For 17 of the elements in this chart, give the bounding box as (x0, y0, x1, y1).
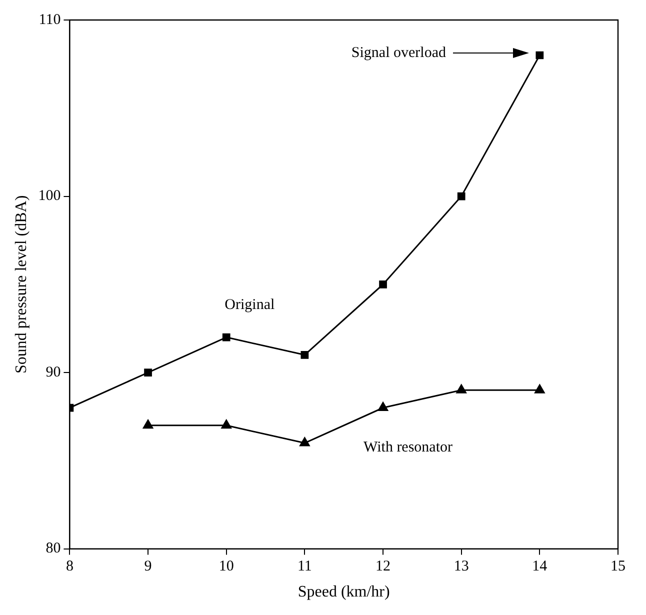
x-tick-label: 9 (144, 558, 152, 575)
x-tick-label: 13 (454, 558, 469, 575)
x-tick-label: 14 (532, 558, 548, 575)
y-tick-label: 100 (38, 188, 61, 204)
y-tick-label: 110 (38, 12, 61, 28)
x-axis-title: Speed (km/hr) (298, 584, 390, 601)
series-label: With resonator (364, 440, 452, 456)
y-tick-label: 90 (46, 364, 61, 380)
annotation: Signal overload (351, 44, 446, 61)
x-tick-label: 15 (610, 558, 626, 575)
y-axis-title: Sound pressure level (dBA) (12, 195, 30, 374)
x-tick-label: 10 (218, 558, 234, 575)
x-tick-label: 12 (376, 558, 391, 575)
series-label: Original (224, 296, 275, 313)
x-tick-label: 8 (66, 558, 74, 575)
y-tick-label: 80 (46, 540, 61, 557)
x-tick-label: 11 (297, 558, 312, 575)
